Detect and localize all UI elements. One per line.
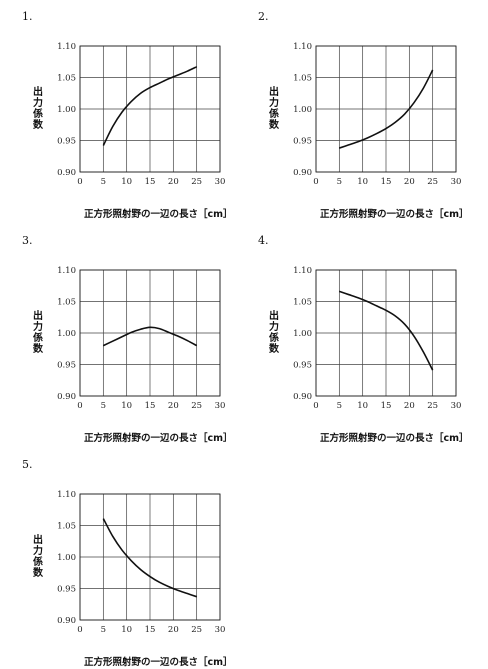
chart-3-series-line: [102, 326, 198, 347]
chart-3-xlabel: 正方形照射野の一辺の長さ［cm］: [84, 433, 233, 444]
chart-4-ytick-1: 0.95: [293, 361, 312, 371]
chart-5-number: 5.: [22, 458, 33, 471]
chart-2-series-line: [339, 69, 434, 149]
chart-5-ylabel: 出力係数: [33, 535, 43, 579]
chart-2-number: 2.: [258, 10, 269, 23]
chart-1-ytick-0: 0.90: [57, 168, 76, 178]
chart-1-xtick-2: 10: [121, 177, 132, 187]
chart-2-xtick-4: 20: [404, 177, 415, 187]
chart-2-ytick-2: 1.00: [293, 105, 312, 115]
chart-2-xtick-3: 15: [381, 177, 392, 187]
chart-5-xtick-3: 15: [145, 625, 156, 635]
chart-4-xtick-6: 30: [451, 401, 462, 411]
chart-5-xtick-6: 30: [215, 625, 226, 635]
chart-3-ytick-1: 0.95: [57, 361, 76, 371]
chart-5-ytick-4: 1.10: [57, 490, 76, 500]
chart-1-xtick-4: 20: [168, 177, 179, 187]
chart-4-xlabel: 正方形照射野の一辺の長さ［cm］: [320, 433, 469, 444]
chart-3-xtick-0: 0: [77, 401, 82, 411]
chart-5-svg: 0 5 10 15 20 25 30 0.90 0.95 1.00 1.05 1.10: [57, 490, 226, 635]
chart-1-svg: 0 5 10 15 20 25 30 0.90 0.95 1.00 1.05 1.10: [57, 42, 226, 187]
chart-5-ytick-0: 0.90: [57, 616, 76, 626]
chart-1-ytick-2: 1.00: [57, 105, 76, 115]
chart-1-frame: [79, 45, 221, 173]
chart-5-xtick-5: 25: [191, 625, 202, 635]
chart-3-xtick-6: 30: [215, 401, 226, 411]
chart-1-series-line: [102, 66, 198, 146]
chart-5-series-line: [102, 518, 197, 598]
chart-1-ytick-3: 1.05: [57, 74, 76, 84]
chart-3-number: 3.: [22, 234, 33, 247]
chart-5-xlabel: 正方形照射野の一辺の長さ［cm］: [84, 657, 233, 668]
chart-5-ytick-3: 1.05: [57, 522, 76, 532]
chart-3-xtick-4: 20: [168, 401, 179, 411]
chart-4-xtick-3: 15: [381, 401, 392, 411]
chart-4-frame: [315, 269, 457, 397]
chart-3-ytick-4: 1.10: [57, 266, 76, 276]
chart-4-ytick-0: 0.90: [293, 392, 312, 402]
chart-4-ytick-4: 1.10: [293, 266, 312, 276]
chart-3-xtick-5: 25: [191, 401, 202, 411]
chart-5-xtick-1: 5: [101, 625, 106, 635]
chart-1-xlabel: 正方形照射野の一辺の長さ［cm］: [84, 209, 233, 220]
chart-2-xtick-0: 0: [313, 177, 318, 187]
chart-1-xtick-6: 30: [215, 177, 226, 187]
chart-2-svg: 0 5 10 15 20 25 30 0.90 0.95 1.00 1.05 1.10: [293, 42, 462, 187]
chart-1-ytick-4: 1.10: [57, 42, 76, 52]
chart-4-svg: 0 5 10 15 20 25 30 0.90 0.95 1.00 1.05 1.10: [293, 266, 462, 411]
chart-3-svg: 0 5 10 15 20 25 30 0.90 0.95 1.00 1.05 1.10: [57, 266, 226, 411]
chart-panel-2: 2. 出力係数正方形照射野の一辺の長さ［cm］ 0 5 10 15 20 25 30 0.90 0.…: [258, 10, 488, 220]
chart-4-xtick-5: 25: [427, 401, 438, 411]
chart-panel-5: 5. 出力係数正方形照射野の一辺の長さ［cm］ 0 5 10 15 20 25 30 0.90 0.…: [22, 458, 252, 668]
chart-2-frame: [315, 45, 457, 173]
chart-1-xtick-1: 5: [101, 177, 106, 187]
chart-4-ytick-2: 1.00: [293, 329, 312, 339]
chart-2-xtick-1: 5: [337, 177, 342, 187]
chart-4-ytick-3: 1.05: [293, 298, 312, 308]
chart-5-xtick-2: 10: [121, 625, 132, 635]
chart-4-xtick-1: 5: [337, 401, 342, 411]
chart-5-xtick-4: 20: [168, 625, 179, 635]
chart-1-ylabel: 出力係数: [33, 87, 43, 131]
chart-4-number: 4.: [258, 234, 269, 247]
chart-2-ytick-4: 1.10: [293, 42, 312, 52]
chart-5-xtick-0: 0: [77, 625, 82, 635]
chart-2-xtick-2: 10: [357, 177, 368, 187]
chart-1-xtick-0: 0: [77, 177, 82, 187]
chart-panel-4: 4. 出力係数正方形照射野の一辺の長さ［cm］ 0 5 10 15 20 25 30 0.90 0.…: [258, 234, 488, 444]
chart-4-series-line: [339, 290, 434, 371]
chart-5-frame: [79, 493, 221, 621]
chart-3-frame: [79, 269, 221, 397]
chart-4-xtick-2: 10: [357, 401, 368, 411]
chart-5-ytick-1: 0.95: [57, 585, 76, 595]
chart-3-xtick-2: 10: [121, 401, 132, 411]
chart-3-ytick-0: 0.90: [57, 392, 76, 402]
chart-3-ytick-2: 1.00: [57, 329, 76, 339]
chart-4-ylabel: 出力係数: [269, 311, 279, 355]
chart-2-ytick-1: 0.95: [293, 137, 312, 147]
chart-2-ylabel: 出力係数: [269, 87, 279, 131]
chart-2-xtick-5: 25: [427, 177, 438, 187]
chart-3-xtick-3: 15: [145, 401, 156, 411]
chart-3-ytick-3: 1.05: [57, 298, 76, 308]
chart-5-ytick-2: 1.00: [57, 553, 76, 563]
chart-4-xtick-4: 20: [404, 401, 415, 411]
chart-2-xlabel: 正方形照射野の一辺の長さ［cm］: [320, 209, 469, 220]
chart-3-xtick-1: 5: [101, 401, 106, 411]
chart-1-ytick-1: 0.95: [57, 137, 76, 147]
chart-2-ytick-0: 0.90: [293, 168, 312, 178]
chart-2-ytick-3: 1.05: [293, 74, 312, 84]
chart-1-xtick-3: 15: [145, 177, 156, 187]
chart-1-number: 1.: [22, 10, 33, 23]
chart-1-xtick-5: 25: [191, 177, 202, 187]
chart-panel-1: 1. 出力係数正方形照射野の一辺の長さ［cm］ 0 5 10 15 20 25 30 0.90 0.…: [22, 10, 252, 220]
chart-panel-3: 3. 出力係数正方形照射野の一辺の長さ［cm］ 0 5 10 15 20 25 30 0.90 0.…: [22, 234, 252, 444]
chart-2-xtick-6: 30: [451, 177, 462, 187]
chart-4-xtick-0: 0: [313, 401, 318, 411]
chart-3-ylabel: 出力係数: [33, 311, 43, 355]
